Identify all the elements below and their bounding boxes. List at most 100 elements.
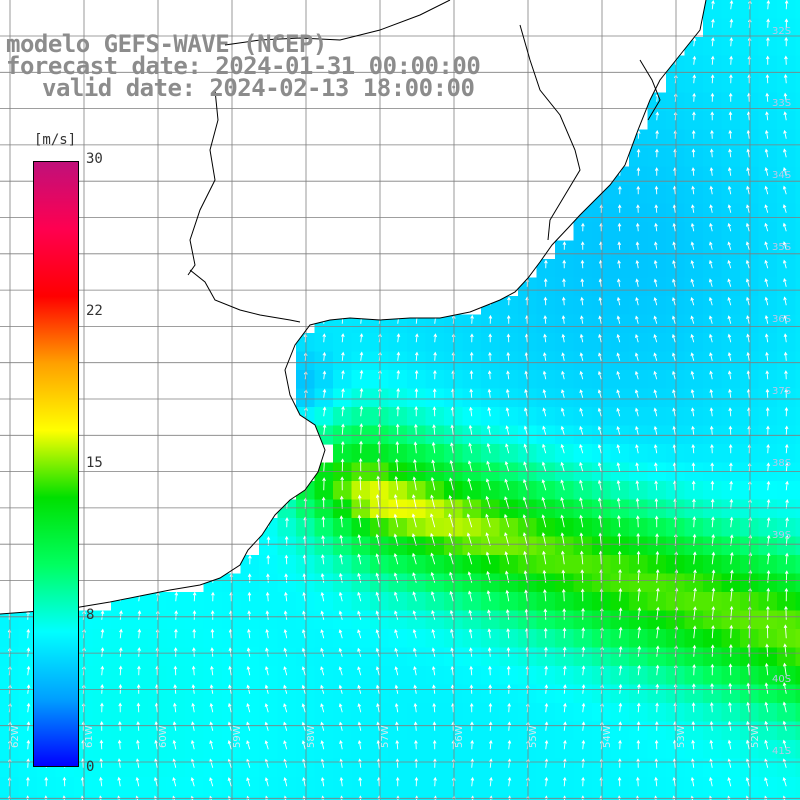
wind-cell [610, 666, 630, 686]
wind-cell [166, 629, 186, 649]
wind-arrow [782, 167, 787, 176]
wind-cell [740, 610, 760, 630]
wind-arrow [264, 703, 269, 713]
wind-arrow [635, 425, 639, 435]
wind-cell [351, 388, 371, 408]
wind-cell [740, 684, 760, 704]
wind-arrow [692, 551, 697, 565]
wind-cell [592, 222, 612, 242]
wind-arrow [653, 444, 658, 454]
wind-cell [536, 573, 556, 593]
wind-arrow [542, 389, 547, 398]
wind-cell [351, 499, 371, 519]
wind-arrow [728, 701, 732, 713]
wind-arrow [359, 351, 364, 361]
wind-cell [647, 277, 667, 297]
wind-arrow [172, 739, 177, 750]
wind-cell [703, 333, 723, 353]
wind-cell [407, 740, 427, 760]
wind-arrow [560, 443, 565, 454]
wind-cell [721, 0, 741, 20]
wind-arrow [690, 352, 695, 361]
wind-arrow [709, 352, 713, 361]
wind-cell [536, 666, 556, 686]
wind-cell [259, 777, 279, 797]
wind-arrow [413, 441, 418, 454]
wind-arrow [26, 702, 31, 713]
wind-cell [666, 129, 686, 149]
wind-cell [518, 573, 538, 593]
wind-arrow [692, 92, 696, 102]
wind-arrow [727, 370, 732, 380]
wind-cell [758, 388, 778, 408]
wind-arrow [412, 476, 417, 491]
wind-cell [721, 555, 741, 575]
wind-arrow [359, 423, 364, 435]
wind-arrow [710, 55, 715, 65]
wind-cell [647, 573, 667, 593]
wind-arrow [470, 739, 474, 750]
wind-arrow [26, 647, 31, 657]
wind-cell [314, 555, 334, 575]
wind-arrow [264, 740, 269, 750]
wind-cell [129, 666, 149, 686]
wind-cell [777, 407, 797, 427]
wind-cell [388, 647, 408, 667]
wind-arrow [579, 497, 584, 509]
wind-cell [314, 629, 334, 649]
wind-cell [425, 333, 445, 353]
wind-cell [462, 666, 482, 686]
wind-arrow [394, 629, 399, 639]
wind-arrow [728, 92, 733, 102]
wind-cell [555, 370, 575, 390]
wind-arrow [617, 515, 621, 528]
wind-cell [703, 518, 723, 538]
wind-arrow [432, 424, 436, 435]
wind-cell [203, 592, 223, 612]
wind-arrow [690, 776, 695, 787]
wind-cell [462, 703, 482, 723]
wind-cell [203, 666, 223, 686]
wind-cell [721, 74, 741, 94]
wind-cell [573, 740, 593, 760]
wind-cell [721, 407, 741, 427]
wind-cell [629, 777, 649, 797]
wind-arrow [264, 758, 269, 768]
wind-cell [18, 777, 38, 797]
wind-arrow [192, 610, 197, 620]
wind-arrow [543, 315, 548, 324]
wind-arrow [616, 352, 621, 361]
wind-cell [684, 499, 704, 519]
wind-cell [185, 740, 205, 760]
wind-arrow [504, 551, 510, 565]
wind-cell [573, 351, 593, 371]
wind-arrow [467, 551, 473, 565]
wind-cell [18, 740, 38, 760]
wind-cell [703, 222, 723, 242]
wind-cell [351, 740, 371, 760]
wind-cell [518, 703, 538, 723]
wind-cell [518, 666, 538, 686]
wind-arrow [709, 720, 714, 731]
wind-arrow [433, 758, 437, 768]
wind-cell [758, 610, 778, 630]
wind-cell [573, 407, 593, 427]
wind-cell [222, 629, 242, 649]
wind-cell [444, 370, 464, 390]
wind-cell [462, 333, 482, 353]
wind-cell [370, 499, 390, 519]
wind-cell [499, 703, 519, 723]
wind-arrow [581, 665, 586, 676]
wind-cell [740, 388, 760, 408]
wind-cell [166, 666, 186, 686]
wind-cell [684, 795, 704, 800]
wind-arrow [119, 628, 123, 639]
wind-arrow [137, 610, 142, 620]
wind-cell [518, 370, 538, 390]
wind-cell [777, 240, 797, 260]
wind-arrow [692, 55, 697, 65]
wind-arrow [765, 55, 770, 65]
wind-cell [703, 407, 723, 427]
wind-cell [277, 555, 297, 575]
wind-arrow [637, 626, 642, 639]
